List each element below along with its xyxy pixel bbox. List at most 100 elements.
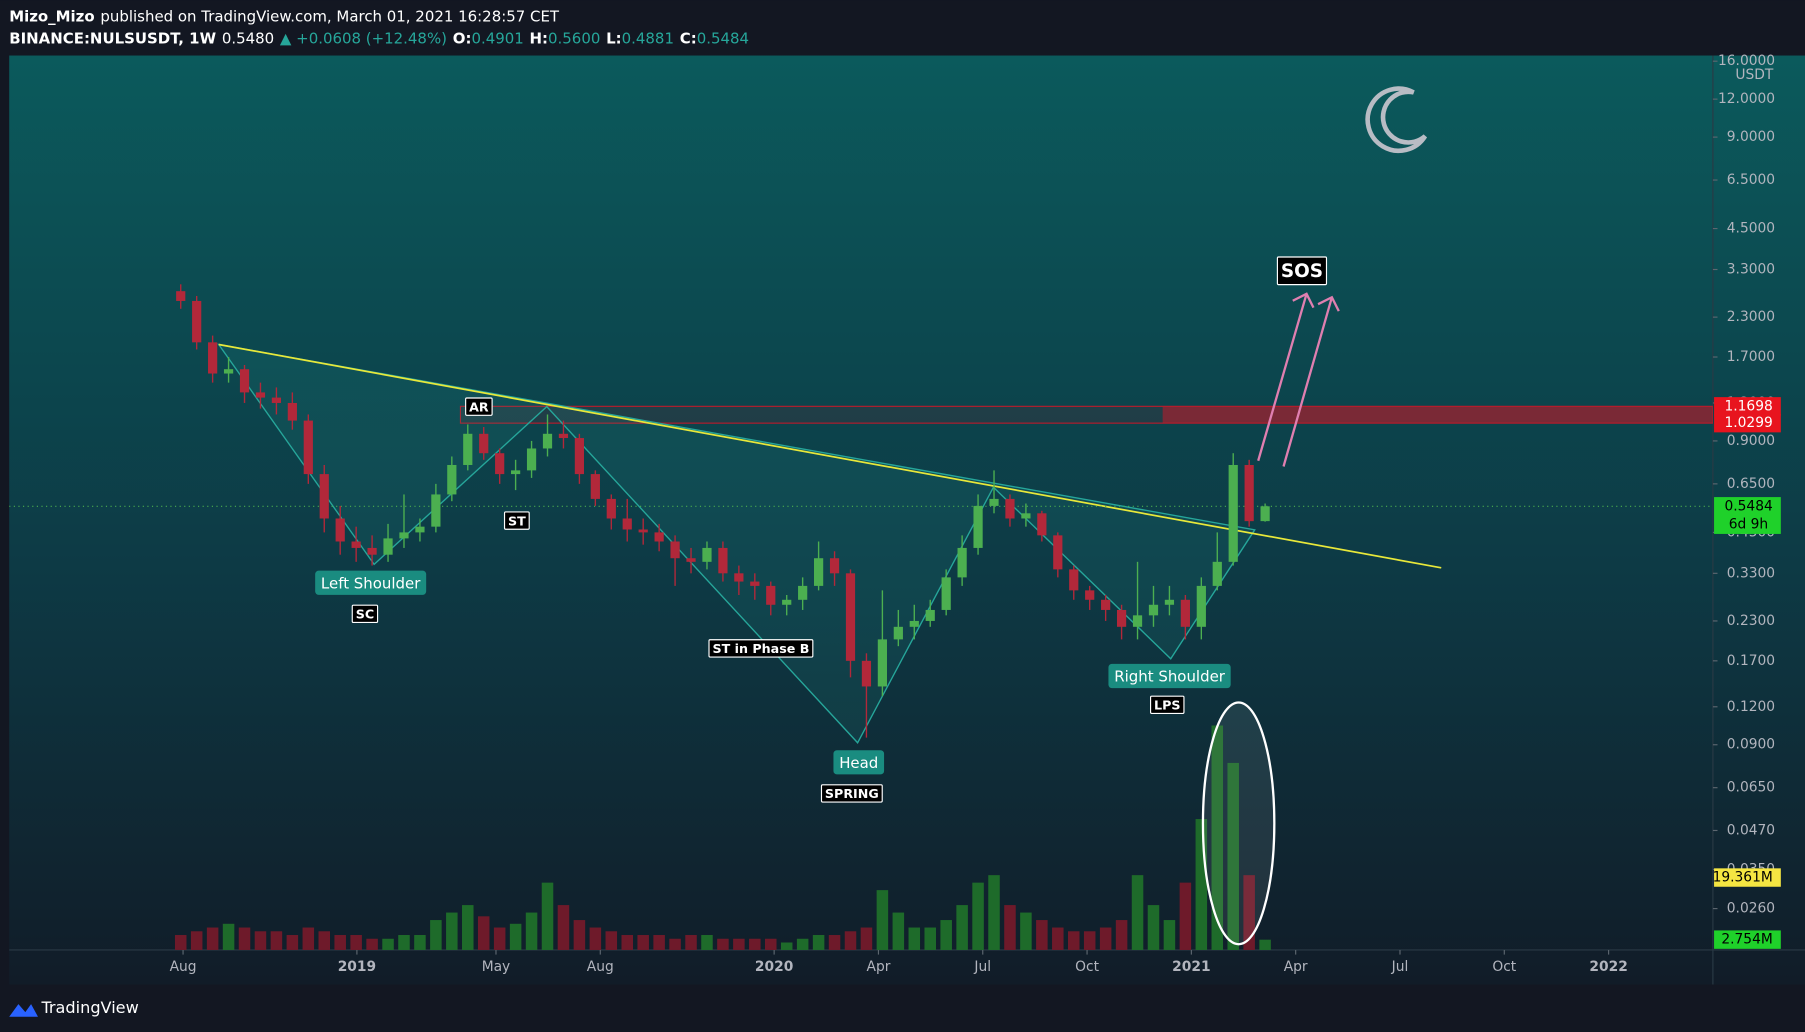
candle-body [335,518,345,542]
candle-body [399,532,409,539]
y-tick-label: 0.3300 [1727,565,1775,581]
x-tick-label: Jul [1391,959,1409,975]
volume-bar [717,938,729,950]
y-tick-label: 1.7000 [1727,349,1775,365]
volume-bar [270,931,283,950]
volume-bar [749,938,761,950]
zone-top-label-box [1714,397,1781,416]
ohlc-key: L: [606,29,622,47]
candle-body [574,438,585,475]
volume-bar [924,927,936,950]
volume-bar [1004,905,1016,950]
candle-body [925,609,935,621]
volume-bar [733,938,745,950]
candle-body [463,433,473,465]
x-tick-label: Apr [1284,959,1308,975]
volume-bar [318,931,331,950]
volume-bar [653,935,665,950]
annotation-text: SPRING [825,786,879,801]
volume-bar [1227,762,1239,950]
x-tick-label: Jul [973,959,991,975]
volume-bar [509,923,522,950]
annotation: SC [351,604,379,624]
annotation-text: ST [508,513,526,528]
x-tick-label: 2021 [1172,959,1210,975]
annotation-text: ST in Phase B [712,641,809,656]
change: ▲ +0.0608 (+12.48%) [280,29,447,47]
volume-bar [1052,927,1064,950]
volume-bar [844,931,857,950]
annotation-text: Right Shoulder [1114,668,1226,686]
x-tick-label: Aug [170,959,197,975]
candle-body [239,369,250,393]
annotation: ST in Phase B [708,639,814,658]
candle-body [511,470,521,475]
y-tick-label: 0.1200 [1727,699,1775,715]
volume-last-label: 2.754M [1721,932,1772,948]
y-tick-label: 0.9000 [1727,433,1775,449]
zone-top-label: 1.1698 [1724,398,1772,414]
candle-body [734,573,744,582]
volume-bar [541,882,554,950]
x-tick-label: 2019 [338,959,376,975]
volume-bar [876,890,889,950]
volume-highlight [1201,701,1276,946]
volume-ma-label-box [1714,868,1781,887]
y-tick-label: 0.1700 [1727,653,1775,669]
volume-bar [1259,939,1271,950]
annotation-box [315,570,427,595]
volume-bar [1131,875,1144,950]
volume-bar [382,938,394,950]
annotation-text: Head [839,754,878,772]
volume-bar [430,920,442,950]
x-tick-label: May [482,959,511,975]
candle-body [718,547,728,574]
volume-bar [621,935,633,950]
volume-bar [366,938,378,950]
candle-body [223,369,234,374]
candle-body [526,448,537,471]
candle-body [1101,599,1111,610]
candle-body [638,529,648,533]
volume-bar [701,935,713,950]
volume-bar [525,912,538,950]
volume-bar [350,935,362,950]
candle-body [479,433,489,454]
ohlc-key: C: [680,29,697,47]
volume-bar [988,875,1000,950]
volume-bar [493,927,506,950]
candle-body [1132,615,1143,627]
candle-body [271,397,282,403]
plot-background [9,55,1805,985]
annotation: Left Shoulder [315,570,427,595]
annotation-box [465,397,493,416]
annotation: SPRING [820,784,883,803]
candle-body [176,291,186,301]
annotation: LPS [1150,695,1185,714]
volume-bar [254,931,267,950]
volume-bar [238,927,251,950]
y-tick-label: 3.3000 [1727,261,1775,277]
x-tick-label: 2022 [1589,959,1627,975]
candle-body [208,342,218,374]
y-tick-label: 0.0470 [1727,822,1775,838]
candle-body [989,498,999,506]
candle-body [766,585,776,605]
annotation-box [820,784,883,803]
volume-bar [812,935,825,950]
annotation-text: AR [469,399,489,414]
volume-bar [286,935,299,950]
candle-body [303,420,313,475]
volume-bar [1147,905,1160,950]
header-line-2: BINANCE:NULSUSDT, 1W 0.5480 ▲ +0.0608 (+12… [9,29,749,47]
candle-body [415,526,425,533]
volume-bar [908,927,921,950]
arrow-head [1292,292,1315,309]
volume-bar [796,938,809,950]
x-tick-label: Aug [587,959,614,975]
volume-bar [637,935,649,950]
y-tick-label: 0.2300 [1727,613,1775,629]
published: published on TradingView.com, March 01, … [100,7,560,25]
annotation: Head [833,750,885,775]
candle-body [957,547,967,578]
